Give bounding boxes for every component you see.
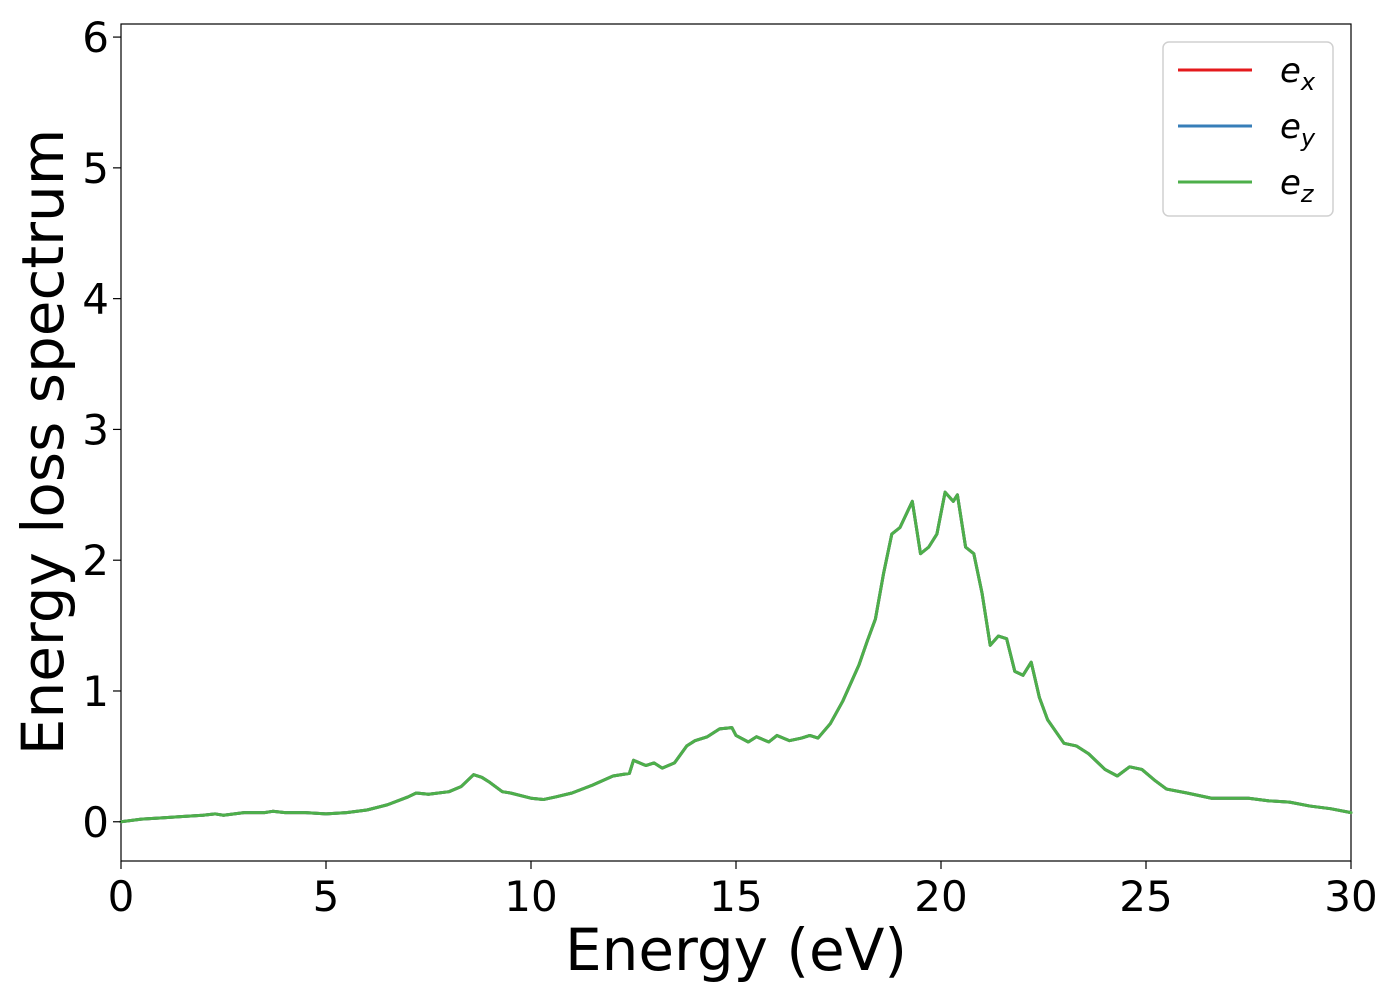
y-tick-label: 4 — [82, 275, 109, 324]
x-tick-label: 15 — [709, 872, 762, 921]
x-axis: 0 5 10 15 20 25 30 — [108, 861, 1378, 921]
series-layer — [119, 490, 1353, 824]
y-axis: 0 1 2 3 4 5 6 — [82, 13, 121, 847]
legend-label-subscript: x — [1300, 68, 1316, 96]
legend-label-subscript: y — [1300, 124, 1316, 152]
x-tick-label: 5 — [313, 872, 340, 921]
y-tick-label: 2 — [82, 536, 109, 585]
legend-label-main: e — [1280, 51, 1301, 91]
x-tick-label: 0 — [108, 872, 135, 921]
legend-label-subscript: z — [1300, 180, 1315, 208]
legend-label-ey: ey — [1280, 107, 1316, 152]
plot-area — [120, 23, 1352, 862]
x-tick-label: 25 — [1119, 872, 1172, 921]
legend-label-main: e — [1280, 163, 1301, 203]
y-axis-label: Energy loss spectrum — [9, 129, 77, 755]
y-tick-label: 6 — [82, 13, 109, 62]
x-axis-label: Energy (eV) — [565, 916, 907, 984]
y-tick-label: 1 — [82, 667, 109, 716]
y-tick-label: 5 — [82, 144, 109, 193]
x-tick-label: 20 — [914, 872, 967, 921]
legend-frame — [1162, 41, 1334, 217]
y-tick-label: 3 — [82, 405, 109, 454]
x-tick-label: 30 — [1324, 872, 1377, 921]
legend-label-main: e — [1280, 107, 1301, 147]
legend-label-ez: ez — [1280, 163, 1315, 208]
y-tick-label: 0 — [82, 798, 109, 847]
series-line-ez — [119, 490, 1353, 824]
legend-label-ex: ex — [1280, 51, 1316, 96]
x-tick-label: 10 — [504, 872, 557, 921]
